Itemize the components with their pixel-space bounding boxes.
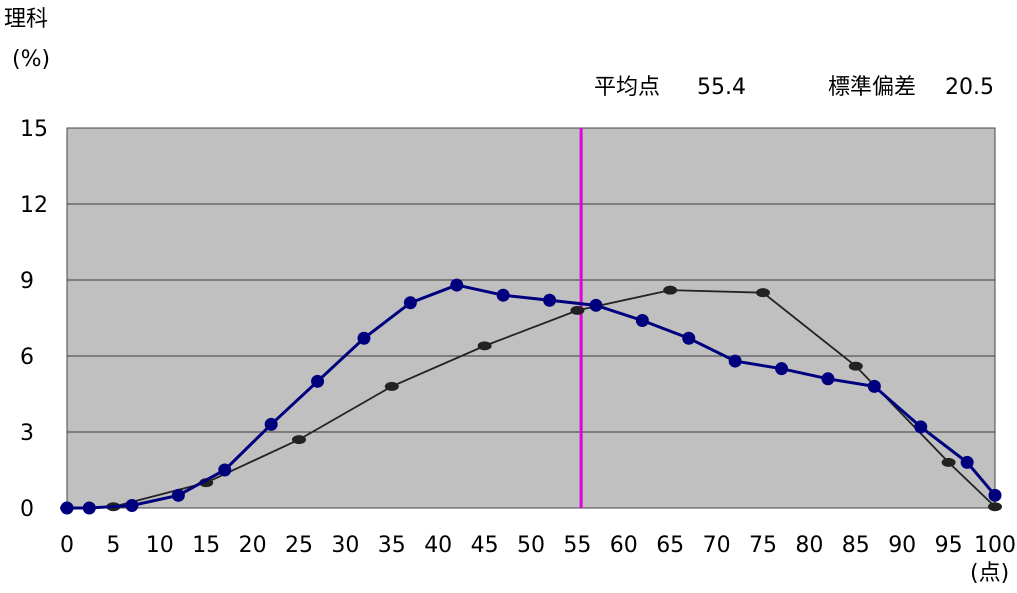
mean-value: 55.4 (697, 75, 746, 100)
data-point (682, 331, 696, 345)
plot-area (66, 127, 996, 509)
x-tick-label: 10 (146, 533, 174, 558)
data-point (988, 502, 1002, 512)
x-tick-label: 40 (424, 533, 452, 558)
y-tick-label: 0 (20, 497, 34, 522)
data-point (867, 379, 881, 393)
sd-label: 標準偏差 (828, 75, 916, 100)
data-point (357, 331, 371, 345)
x-tick-label: 85 (842, 533, 870, 558)
x-tick-label: 45 (471, 533, 499, 558)
data-point (570, 305, 585, 315)
data-point (171, 488, 185, 502)
data-point (775, 362, 789, 376)
data-point (960, 455, 974, 469)
data-point (848, 361, 863, 371)
data-point (60, 501, 74, 515)
x-tick-label: 100 (974, 533, 1016, 558)
data-point (589, 298, 603, 312)
data-point (543, 293, 557, 307)
x-tick-label: 90 (888, 533, 916, 558)
y-tick-label: 6 (20, 345, 34, 370)
data-point (292, 435, 306, 445)
data-point (728, 354, 742, 368)
series-0 (60, 278, 1002, 515)
x-tick-label: 30 (331, 533, 359, 558)
data-point (496, 288, 510, 302)
x-tick-label: 70 (703, 533, 731, 558)
data-point (384, 381, 399, 391)
y-axis-label: (%) (12, 47, 50, 72)
data-point (403, 296, 417, 310)
x-tick-label: 50 (517, 533, 545, 558)
sd-value: 20.5 (945, 75, 994, 100)
x-tick-label: 55 (563, 533, 591, 558)
y-tick-label: 3 (20, 421, 34, 446)
y-tick-label: 9 (20, 269, 34, 294)
data-point (663, 285, 678, 295)
data-point (635, 314, 649, 328)
chart-title: 理科 (4, 7, 48, 32)
series-line (67, 283, 997, 510)
data-point (941, 457, 956, 467)
x-tick-label: 20 (239, 533, 267, 558)
x-tick-label: 0 (60, 533, 74, 558)
x-tick-label: 95 (935, 533, 963, 558)
x-tick-label: 25 (285, 533, 313, 558)
data-point (477, 341, 492, 351)
data-point (218, 463, 232, 477)
y-tick-label: 15 (20, 117, 48, 142)
x-axis-label: (点) (970, 561, 1009, 586)
data-point (914, 420, 928, 434)
data-point (82, 501, 96, 515)
x-tick-label: 75 (749, 533, 777, 558)
x-tick-label: 35 (378, 533, 406, 558)
x-tick-label: 5 (106, 533, 120, 558)
x-tick-label: 60 (610, 533, 638, 558)
x-tick-label: 80 (795, 533, 823, 558)
data-point (311, 374, 325, 388)
y-tick-label: 12 (20, 193, 48, 218)
data-point (125, 498, 139, 512)
data-point (821, 372, 835, 386)
data-point (988, 488, 1002, 502)
data-point (450, 278, 464, 292)
x-tick-label: 65 (656, 533, 684, 558)
mean-label: 平均点 (594, 75, 660, 100)
data-point (264, 417, 278, 431)
data-point (756, 288, 770, 298)
x-tick-label: 15 (192, 533, 220, 558)
